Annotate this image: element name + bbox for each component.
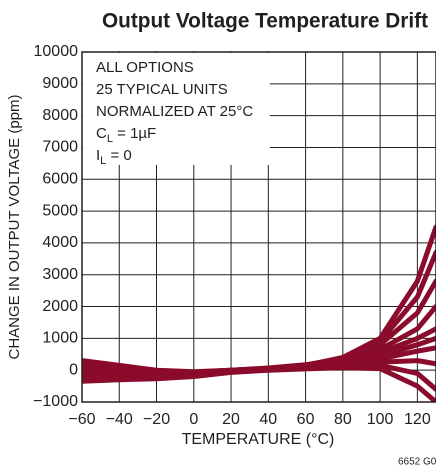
y-tick-label: 4000 — [42, 234, 78, 251]
annotation-text: = 1µF — [113, 125, 156, 142]
annotation-line: CL = 1µF — [96, 125, 156, 145]
subscript: L — [107, 133, 113, 145]
x-tick-label: 0 — [189, 411, 198, 428]
data-line — [82, 365, 436, 402]
curves — [82, 224, 436, 402]
y-tick-label: 5000 — [42, 202, 78, 219]
annotation: ALL OPTIONS 25 TYPICAL UNITS NORMALIZED AT… — [83, 53, 270, 167]
x-tick-label: −20 — [143, 411, 170, 428]
x-tick-label: 80 — [334, 411, 352, 428]
x-axis-label: TEMPERATURE (°C) — [182, 431, 335, 448]
y-tick-label: 2000 — [42, 298, 78, 315]
y-tick-label: 8000 — [42, 107, 78, 124]
x-tick-label: 20 — [222, 411, 240, 428]
annotation-line: IL = 0 — [96, 147, 132, 167]
subscript: L — [100, 155, 106, 167]
y-tick-label: −1000 — [33, 393, 78, 410]
annotation-box — [83, 53, 270, 165]
y-tick-label: 0 — [69, 361, 78, 378]
plot-frame — [81, 51, 436, 403]
annotation-text: I — [96, 147, 100, 164]
y-tick-label: 3000 — [42, 266, 78, 283]
y-axis-label: CHANGE IN OUTPUT VOLTAGE (ppm) — [6, 94, 23, 359]
x-tick-label: −40 — [106, 411, 133, 428]
chart-title: Output Voltage Temperature Drift — [102, 10, 428, 33]
x-tick-label: 60 — [297, 411, 315, 428]
annotation-text: C — [96, 125, 107, 142]
y-tick-label: 1000 — [42, 330, 78, 347]
y-tick-label: 6000 — [42, 170, 78, 187]
y-tick-label: 7000 — [42, 139, 78, 156]
annotation-text: = 0 — [106, 147, 131, 164]
annotation-line: 25 TYPICAL UNITS — [96, 81, 228, 98]
y-tick-label: 9000 — [42, 75, 78, 92]
x-tick-label: 100 — [367, 411, 394, 428]
footnote: 6652 G0 — [398, 457, 436, 468]
annotation-line: ALL OPTIONS — [96, 59, 194, 76]
x-tick-label: −60 — [68, 411, 95, 428]
x-tick-label: 40 — [259, 411, 277, 428]
x-tick-label: 120 — [404, 411, 431, 428]
y-tick-label: 10000 — [34, 43, 79, 60]
annotation-line: NORMALIZED AT 25°C — [96, 103, 253, 120]
